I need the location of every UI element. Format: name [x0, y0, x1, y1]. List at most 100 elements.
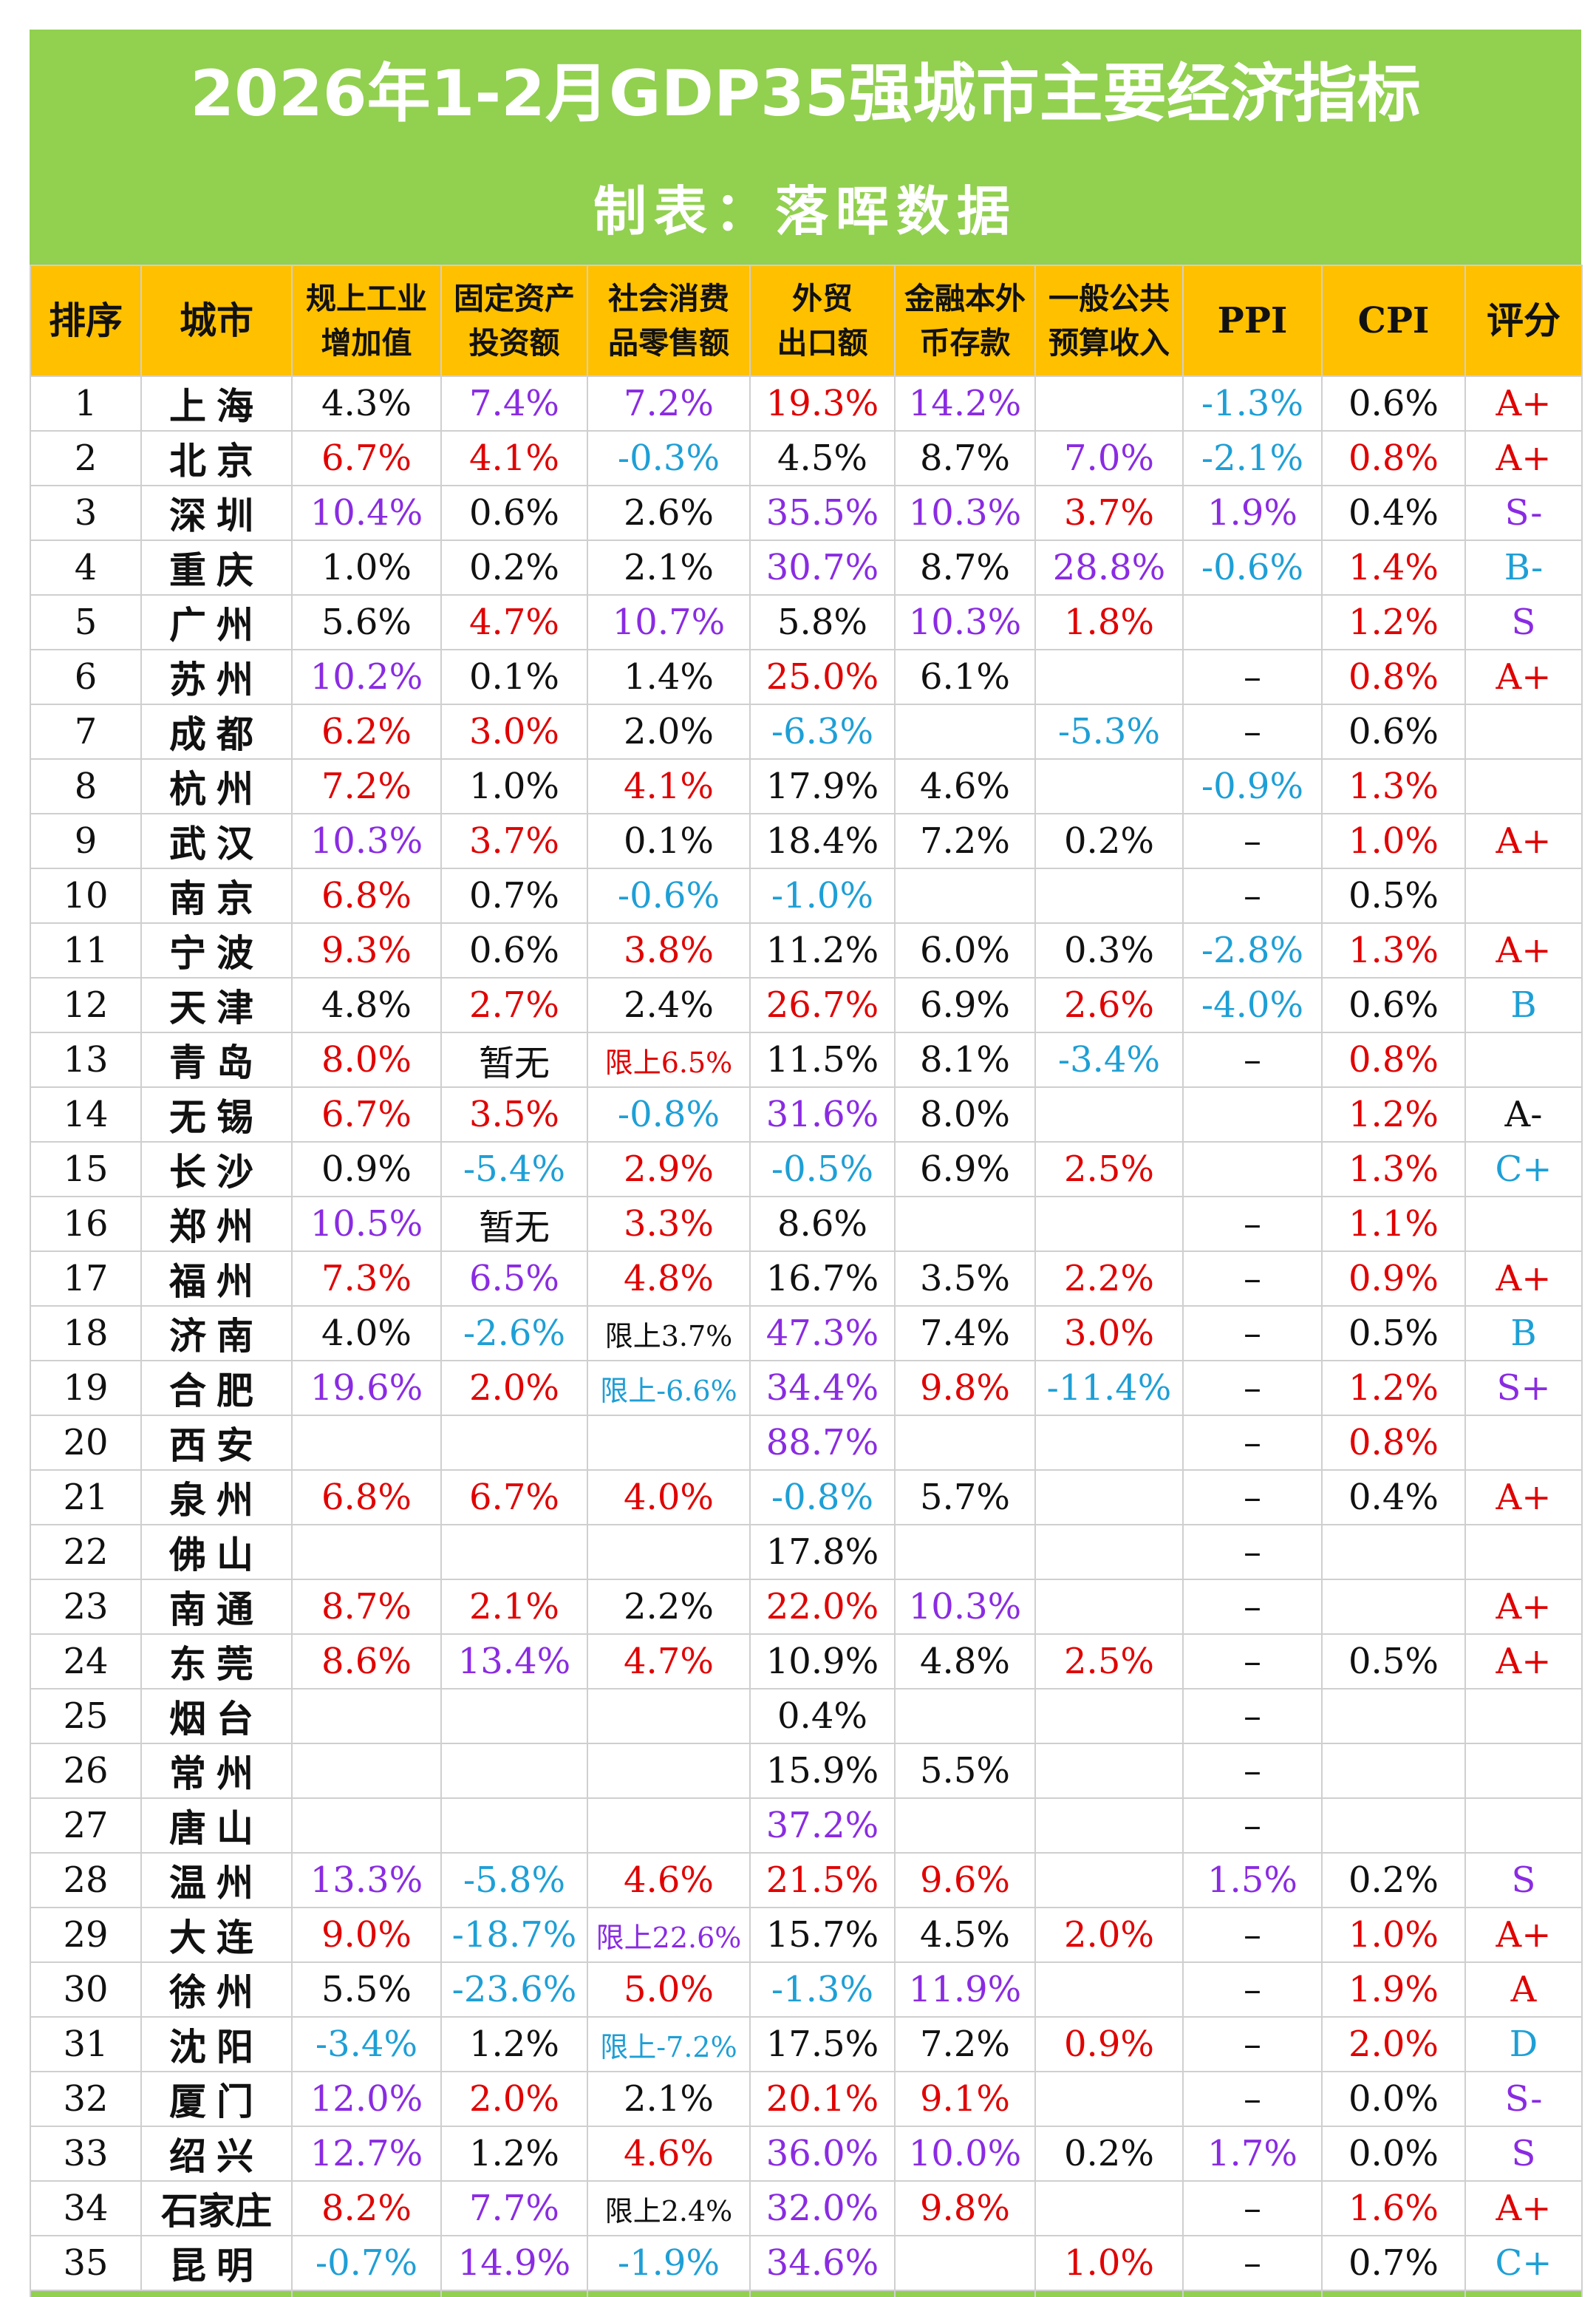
ppi-cell: –: [1182, 1524, 1323, 1580]
investment-cell: 3.7%: [440, 813, 588, 869]
city-cell: 长沙: [140, 1141, 293, 1197]
rank-cell: 20: [30, 1415, 142, 1471]
cpi-cell: 2.0%: [1321, 2016, 1466, 2072]
cpi-cell: 0.8%: [1321, 1415, 1466, 1471]
export-cell: -0.5%: [749, 1141, 896, 1197]
retail-cell: [587, 1415, 751, 1471]
grade-cell: [1464, 1196, 1583, 1252]
deposit-cell: 5.7%: [894, 1469, 1036, 1525]
national-industrial-cell: 6.3%: [291, 2290, 442, 2297]
grade-cell: A: [1464, 1961, 1583, 2018]
ppi-cell: -0.9%: [1182, 758, 1323, 814]
investment-cell: [440, 1743, 588, 1799]
export-cell: 11.2%: [749, 922, 896, 979]
investment-cell: 6.5%: [440, 1250, 588, 1307]
rank-cell: 17: [30, 1250, 142, 1307]
table-row: 13 青岛 8.0% 暂无 限上6.5% 11.5% 8.1% -3.4% –0.8%: [30, 1032, 1583, 1088]
budget-cell: [1034, 1415, 1184, 1471]
city-cell: 广州: [140, 594, 293, 650]
rank-cell: 10: [30, 868, 142, 924]
rank-cell: 28: [30, 1852, 142, 1908]
ppi-cell: –: [1182, 1415, 1323, 1471]
table-row: 5 广州 5.6% 4.7% 10.7% 5.8% 10.3% 1.8% 1.2% S: [30, 594, 1583, 650]
cpi-cell: 0.5%: [1321, 1633, 1466, 1689]
industrial-cell: [291, 1524, 442, 1580]
city-cell: 重庆: [140, 540, 293, 596]
table-row: 1 上海 4.3% 7.4% 7.2% 19.3% 14.2% -1.3% 0.6% A+: [30, 375, 1583, 432]
investment-cell: 4.7%: [440, 594, 588, 650]
table-row: 35 昆明 -0.7% 14.9% -1.9% 34.6% 1.0% –0.7% C+: [30, 2235, 1583, 2291]
rank-cell: 2: [30, 430, 142, 486]
retail-cell: 3.8%: [587, 922, 751, 979]
investment-cell: 暂无: [440, 1196, 588, 1252]
export-cell: 17.8%: [749, 1524, 896, 1580]
investment-cell: [440, 1688, 588, 1744]
deposit-cell: 6.9%: [894, 1141, 1036, 1197]
investment-cell: 0.2%: [440, 540, 588, 596]
deposit-cell: 10.0%: [894, 2126, 1036, 2182]
deposit-cell: 8.7%: [894, 540, 1036, 596]
ppi-cell: -2.8%: [1182, 922, 1323, 979]
export-cell: 5.8%: [749, 594, 896, 650]
retail-cell: 2.4%: [587, 977, 751, 1033]
budget-cell: -3.4%: [1034, 1032, 1184, 1088]
cpi-cell: 0.9%: [1321, 1250, 1466, 1307]
city-cell: 西安: [140, 1415, 293, 1471]
data-sheet: 2026年1-2月GDP35强城市主要经济指标 制表：落晖数据 排序 城市 规上…: [30, 30, 1583, 2297]
industrial-cell: 6.7%: [291, 430, 442, 486]
rank-cell: 13: [30, 1032, 142, 1088]
city-cell: 烟台: [140, 1688, 293, 1744]
investment-cell: 0.6%: [440, 485, 588, 541]
rank-cell: 29: [30, 1907, 142, 1963]
ppi-cell: –: [1182, 2016, 1323, 2072]
table-row: 3 深圳 10.4% 0.6% 2.6% 35.5% 10.3% 3.7% 1.9% 0.4% S-: [30, 485, 1583, 541]
ppi-cell: –: [1182, 1633, 1323, 1689]
city-cell: 南京: [140, 868, 293, 924]
table-row: 16 郑州 10.5% 暂无 3.3% 8.6% –1.1%: [30, 1196, 1583, 1252]
ppi-cell: –: [1182, 1907, 1323, 1963]
cpi-cell: 1.0%: [1321, 813, 1466, 869]
deposit-cell: 7.4%: [894, 1305, 1036, 1361]
deposit-cell: 8.1%: [894, 1032, 1036, 1088]
investment-cell: 4.1%: [440, 430, 588, 486]
retail-cell: 2.6%: [587, 485, 751, 541]
ppi-cell: –: [1182, 1469, 1323, 1525]
table-row: 9 武汉 10.3% 3.7% 0.1% 18.4% 7.2% 0.2% –1.0% A+: [30, 813, 1583, 869]
rank-cell: 24: [30, 1633, 142, 1689]
grade-cell: S: [1464, 2126, 1583, 2182]
grade-cell: A+: [1464, 1469, 1583, 1525]
header-cpi: CPI: [1321, 265, 1466, 377]
table-row: 15 长沙 0.9% -5.4% 2.9% -0.5% 6.9% 2.5% 1.3% C+: [30, 1141, 1583, 1197]
header-grade: 评分: [1464, 265, 1583, 377]
export-cell: 47.3%: [749, 1305, 896, 1361]
export-cell: 25.0%: [749, 649, 896, 705]
export-cell: 16.7%: [749, 1250, 896, 1307]
deposit-cell: [894, 704, 1036, 760]
export-cell: 88.7%: [749, 1415, 896, 1471]
national-ppi-cell: -1.2%: [1182, 2290, 1323, 2297]
rank-cell: 18: [30, 1305, 142, 1361]
ppi-cell: –: [1182, 1196, 1323, 1252]
grade-cell: B-: [1464, 540, 1583, 596]
national-budget-cell: 0.7%: [1034, 2290, 1184, 2297]
city-cell: 沈阳: [140, 2016, 293, 2072]
city-cell: 唐山: [140, 1797, 293, 1854]
cpi-cell: 1.3%: [1321, 922, 1466, 979]
city-cell: 厦门: [140, 2071, 293, 2127]
ppi-cell: –: [1182, 649, 1323, 705]
ppi-cell: –: [1182, 1797, 1323, 1854]
retail-cell: 限上-7.2%: [587, 2016, 751, 2072]
city-cell: 东莞: [140, 1633, 293, 1689]
grade-cell: S: [1464, 1852, 1583, 1908]
industrial-cell: 5.6%: [291, 594, 442, 650]
rank-cell: 14: [30, 1086, 142, 1143]
cpi-cell: [1321, 1688, 1466, 1744]
industrial-cell: 10.2%: [291, 649, 442, 705]
deposit-cell: [894, 1524, 1036, 1580]
deposit-cell: 10.3%: [894, 485, 1036, 541]
cpi-cell: 1.1%: [1321, 1196, 1466, 1252]
deposit-cell: [894, 1688, 1036, 1744]
city-cell: 深圳: [140, 485, 293, 541]
ppi-cell: –: [1182, 2180, 1323, 2236]
national-total-row: 全国6.3%1.8%2.8%19.2%8.8%0.7%-1.2%0.8%A: [30, 2290, 1583, 2297]
